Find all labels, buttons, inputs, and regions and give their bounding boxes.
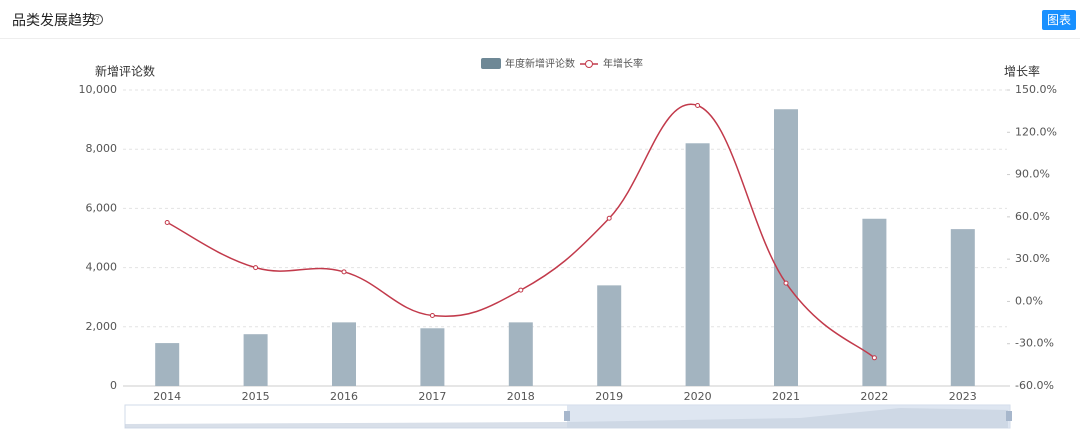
x-tick-label: 2023 [949,390,977,403]
y-axis-title: 新增评论数 [95,64,155,79]
chart-button[interactable]: 图表 [1042,10,1076,30]
line [166,103,875,359]
page-title: 品类发展趋势 [12,13,96,29]
y2-tick-label: -30.0% [1015,337,1054,350]
y2-tick-label: 150.0% [1015,83,1057,96]
data-zoom[interactable] [124,404,1012,429]
y-tick-label: 2,000 [86,320,118,333]
header: 品类发展趋势 ? 图表 [0,0,1080,39]
line-point [518,287,524,293]
bar [243,334,268,386]
x-tick-label: 2015 [242,390,270,403]
line-point [429,313,435,319]
bar [508,322,533,386]
bar [685,143,710,386]
y2-tick-label: -60.0% [1015,379,1054,392]
x-tick-label: 2022 [860,390,888,403]
x-tick-label: 2017 [418,390,446,403]
x-tick-label: 2016 [330,390,358,403]
y-tick-label: 8,000 [86,142,118,155]
bar [862,218,887,386]
y-tick-label: 4,000 [86,261,118,274]
y2-axis-title: 增长率 [1004,64,1040,79]
line-point [606,215,612,221]
y2-tick-label: 90.0% [1015,168,1050,181]
line-point [164,219,170,225]
bar [774,109,798,387]
x-tick-label: 2020 [684,390,712,403]
line-point [253,265,259,271]
bar [597,285,622,386]
help-icon[interactable]: ? [92,14,103,25]
legend-dot [585,60,593,68]
y2-tick-label: 120.0% [1015,125,1057,138]
y-tick-label: 0 [110,379,117,392]
y2-tick-label: 0.0% [1015,294,1043,307]
legend-label: 年度新增评论数 [505,57,575,70]
bar [950,229,975,386]
y2-tick-label: 60.0% [1015,210,1050,223]
x-tick-label: 2019 [595,390,623,403]
line-point [871,355,877,361]
x-tick-label: 2014 [153,390,181,403]
line-point [695,103,701,109]
legend-label: 年增长率 [603,57,643,70]
bar [420,328,445,386]
y2-tick-label: 30.0% [1015,252,1050,265]
x-tick-label: 2021 [772,390,800,403]
legend-swatch [481,58,501,69]
y-tick-label: 6,000 [86,201,118,214]
line-point [341,269,347,275]
bar [332,322,356,386]
line-point [783,280,789,286]
y-tick-label: 10,000 [79,83,118,96]
x-tick-label: 2018 [507,390,535,403]
bar [155,343,180,386]
